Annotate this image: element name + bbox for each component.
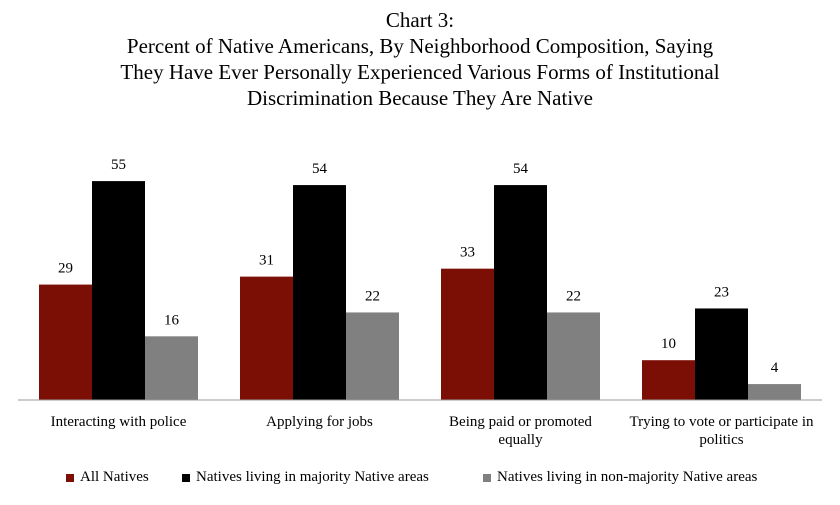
bar bbox=[547, 312, 600, 400]
data-label: 22 bbox=[566, 288, 581, 304]
x-tick-label: Applying for jobs bbox=[266, 414, 373, 430]
bar bbox=[748, 384, 801, 400]
legend-label: All Natives bbox=[80, 469, 149, 485]
data-label: 10 bbox=[661, 336, 676, 352]
legend-item: Natives living in non-majority Native ar… bbox=[483, 469, 757, 486]
data-label: 23 bbox=[714, 284, 729, 300]
bar bbox=[494, 185, 547, 400]
bar bbox=[293, 185, 346, 400]
bar bbox=[39, 284, 92, 400]
data-label: 54 bbox=[312, 161, 328, 177]
x-tick-label: Interacting with police bbox=[50, 414, 187, 430]
bar bbox=[346, 312, 399, 400]
legend-item: All Natives bbox=[66, 469, 149, 486]
data-label: 4 bbox=[771, 360, 779, 376]
x-tick-label: Being paid or promoted equally bbox=[449, 414, 592, 448]
data-label: 22 bbox=[365, 288, 380, 304]
data-label: 55 bbox=[111, 157, 126, 173]
bar bbox=[145, 336, 198, 400]
bar bbox=[240, 276, 293, 400]
bar bbox=[642, 360, 695, 400]
legend-swatch bbox=[66, 473, 74, 482]
chart-title: Chart 3: bbox=[386, 8, 454, 32]
legend-label: Natives living in majority Native areas bbox=[196, 469, 429, 485]
data-label: 16 bbox=[164, 312, 180, 328]
chart-title: They Have Ever Personally Experienced Va… bbox=[120, 60, 719, 84]
data-label: 31 bbox=[259, 253, 274, 269]
bar bbox=[695, 308, 748, 400]
data-label: 54 bbox=[513, 161, 529, 177]
chart-title: Discrimination Because They Are Native bbox=[247, 86, 593, 110]
legend-item: Natives living in majority Native areas bbox=[182, 469, 429, 486]
legend-swatch bbox=[483, 473, 491, 482]
data-label: 33 bbox=[460, 245, 475, 261]
legend-label: Natives living in non-majority Native ar… bbox=[497, 469, 758, 485]
x-tick-label: Trying to vote or participate in politic… bbox=[629, 414, 814, 448]
legend-swatch bbox=[182, 473, 190, 482]
bar bbox=[441, 268, 494, 400]
data-label: 29 bbox=[58, 261, 73, 277]
chart-title: Percent of Native Americans, By Neighbor… bbox=[127, 34, 714, 58]
bar bbox=[92, 181, 145, 400]
